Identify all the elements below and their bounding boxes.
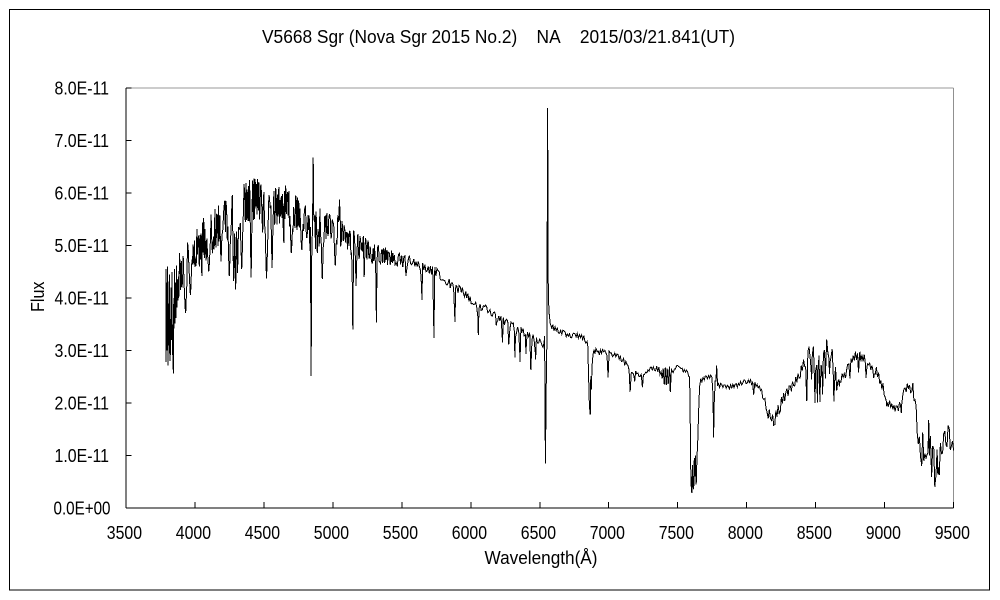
svg-text:Wavelength(Å): Wavelength(Å)	[485, 548, 598, 568]
svg-text:8.0E-11: 8.0E-11	[55, 79, 110, 99]
svg-text:Flux: Flux	[28, 282, 48, 313]
svg-text:V5668 Sgr (Nova Sgr 2015 No.2): V5668 Sgr (Nova Sgr 2015 No.2) NA 2015/0…	[262, 27, 735, 47]
svg-text:5500: 5500	[383, 523, 418, 543]
svg-text:8500: 8500	[797, 523, 832, 543]
svg-text:3.0E-11: 3.0E-11	[55, 341, 110, 361]
svg-text:4.0E-11: 4.0E-11	[55, 289, 110, 309]
svg-text:9000: 9000	[866, 523, 901, 543]
svg-text:4000: 4000	[176, 523, 211, 543]
svg-text:7500: 7500	[659, 523, 694, 543]
svg-text:6.0E-11: 6.0E-11	[55, 184, 110, 204]
svg-text:2.0E-11: 2.0E-11	[55, 394, 110, 414]
svg-text:7.0E-11: 7.0E-11	[55, 131, 110, 151]
svg-text:6000: 6000	[452, 523, 487, 543]
svg-text:7000: 7000	[590, 523, 625, 543]
svg-text:4500: 4500	[245, 523, 280, 543]
svg-text:5000: 5000	[314, 523, 349, 543]
svg-text:3500: 3500	[107, 523, 142, 543]
svg-text:6500: 6500	[521, 523, 556, 543]
svg-text:0.0E+00: 0.0E+00	[54, 499, 111, 519]
svg-text:9500: 9500	[935, 523, 970, 543]
svg-text:1.0E-11: 1.0E-11	[55, 446, 110, 466]
svg-text:8000: 8000	[728, 523, 763, 543]
svg-text:5.0E-11: 5.0E-11	[55, 236, 110, 256]
